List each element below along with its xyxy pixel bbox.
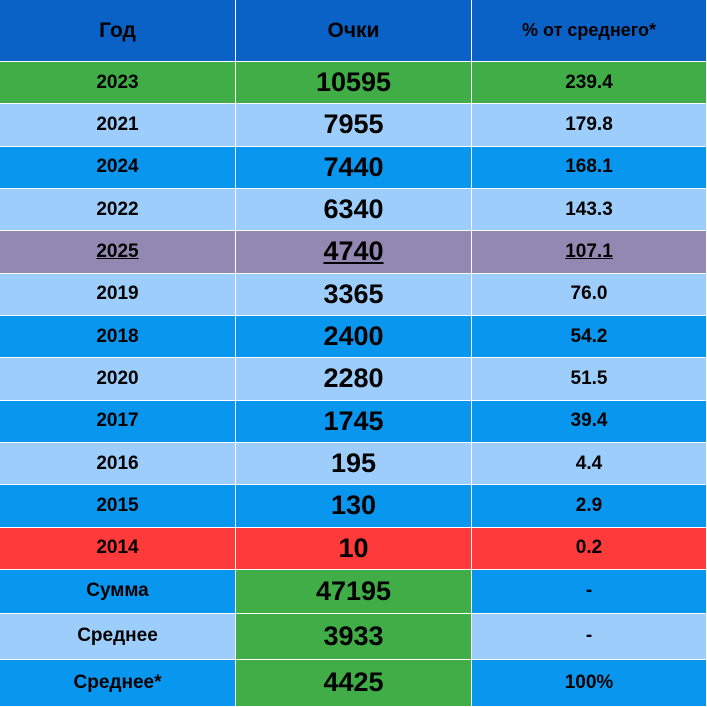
- table-cell: 7955: [236, 104, 472, 147]
- table-cell: 51.5: [472, 358, 707, 401]
- table-cell: 10595: [236, 62, 472, 105]
- table-cell: 3365: [236, 273, 472, 316]
- table-cell: 2023: [0, 62, 236, 105]
- table-cell: 2022: [0, 188, 236, 232]
- table-cell: 4740: [236, 231, 472, 274]
- table-cell: 39.4: [472, 400, 707, 443]
- summary-cell: 3933: [236, 613, 472, 660]
- table-cell: 107.1: [472, 231, 707, 274]
- table-cell: 0.2: [472, 527, 707, 570]
- table-cell: 2015: [0, 485, 236, 528]
- table-cell: 7440: [236, 146, 472, 189]
- table-cell: 179.8: [472, 104, 707, 147]
- table-cell: 239.4: [472, 62, 707, 105]
- table-cell: 2016: [0, 442, 236, 486]
- header-cell: Очки: [236, 0, 472, 62]
- summary-cell: Среднее: [0, 613, 236, 660]
- table-cell: 143.3: [472, 188, 707, 232]
- table-cell: 2019: [0, 273, 236, 316]
- table-cell: 2400: [236, 315, 472, 359]
- summary-cell: 4425: [236, 659, 472, 707]
- summary-cell: Сумма: [0, 569, 236, 614]
- summary-cell: Среднее*: [0, 659, 236, 707]
- table-cell: 2020: [0, 358, 236, 401]
- table-cell: 2014: [0, 527, 236, 570]
- table-cell: 130: [236, 485, 472, 528]
- header-cell: % от среднего*: [472, 0, 707, 62]
- summary-cell: -: [472, 569, 707, 614]
- table-cell: 2280: [236, 358, 472, 401]
- table-cell: 2024: [0, 146, 236, 189]
- table-cell: 2021: [0, 104, 236, 147]
- table-cell: 2025: [0, 231, 236, 274]
- table-cell: 2017: [0, 400, 236, 443]
- table-cell: 6340: [236, 188, 472, 232]
- table-cell: 195: [236, 442, 472, 486]
- table-cell: 2.9: [472, 485, 707, 528]
- summary-cell: 100%: [472, 659, 707, 707]
- summary-cell: 47195: [236, 569, 472, 614]
- table-cell: 1745: [236, 400, 472, 443]
- summary-cell: -: [472, 613, 707, 660]
- header-cell: Год: [0, 0, 236, 62]
- table-cell: 4.4: [472, 442, 707, 486]
- table-cell: 76.0: [472, 273, 707, 316]
- table-cell: 54.2: [472, 315, 707, 359]
- table-cell: 168.1: [472, 146, 707, 189]
- table-cell: 2018: [0, 315, 236, 359]
- table-cell: 10: [236, 527, 472, 570]
